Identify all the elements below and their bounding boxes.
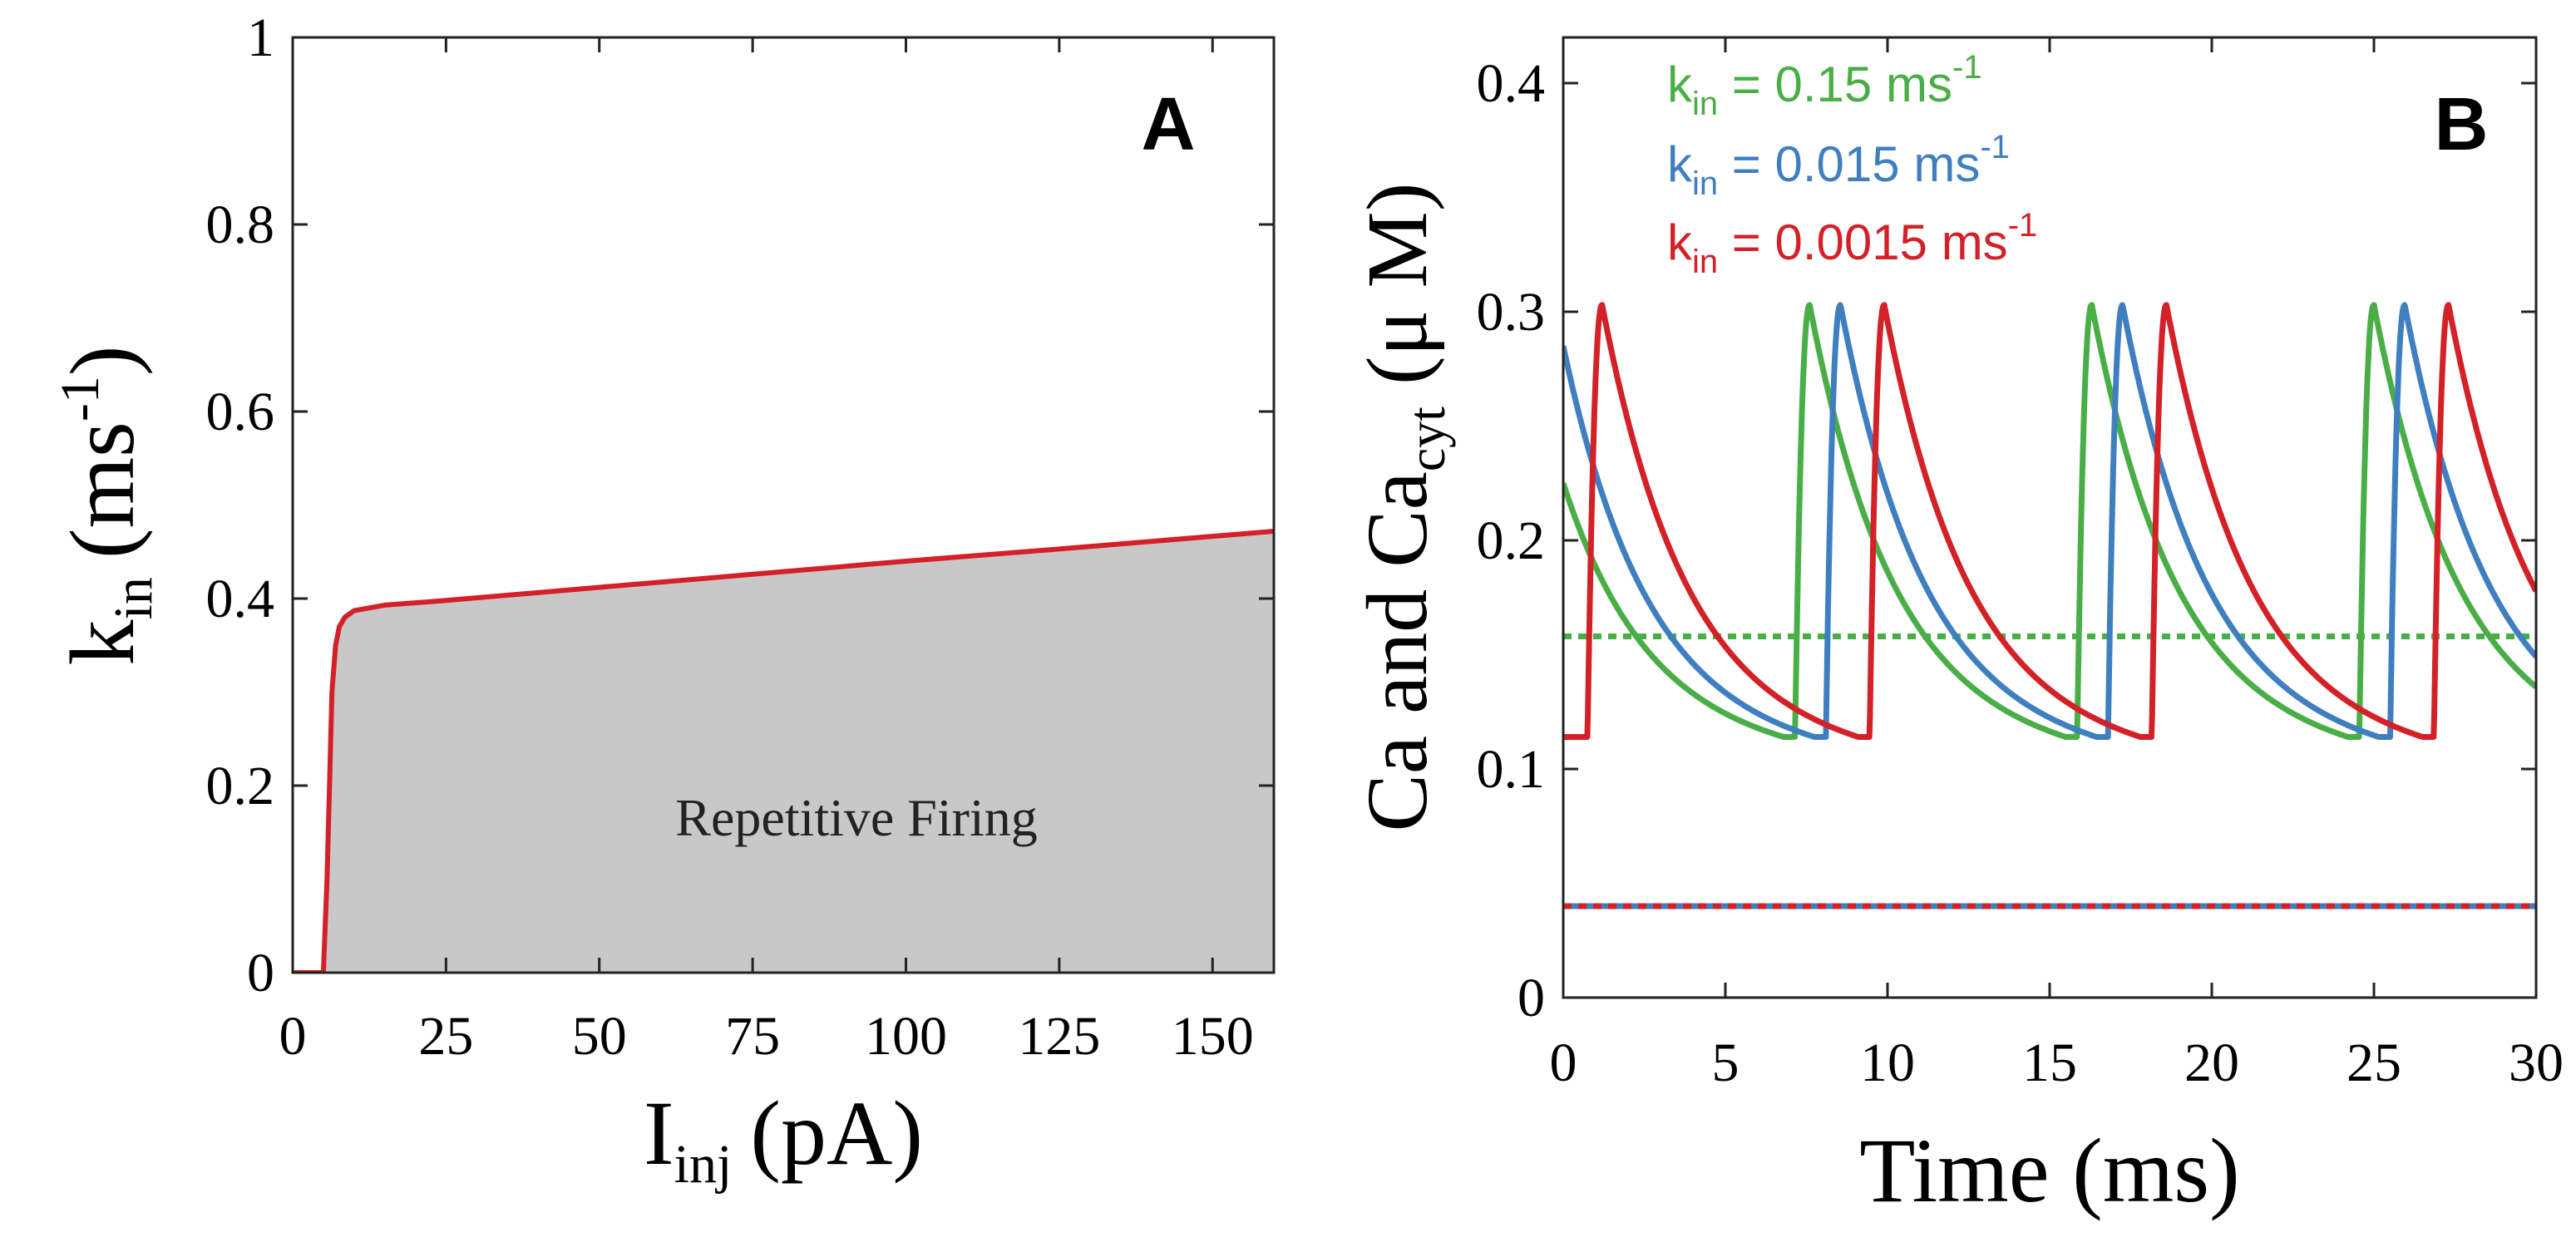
calcium-series [1563,302,2536,740]
legend-entry-ca-series-low-kin: kin = 0.0015 ms-1 [1667,207,2037,280]
firing-boundary-line [293,529,1274,973]
baseline-lines [1563,633,2536,909]
x-tick-label-b: 25 [2347,1033,2401,1093]
ca-series-low-kin [1563,302,2536,740]
x-tick-label-a: 0 [279,1006,307,1067]
panel-a: Repetitive Firing A 0 25 50 75 100 125 150 0 0.… [50,7,1276,1195]
repetitive-firing-region [293,531,1274,973]
x-tick-label-b: 30 [2509,1033,2564,1093]
x-tick-label-a: 125 [1018,1006,1100,1067]
y-tick-labels-b: 0 0.1 0.2 0.3 0.4 [1477,53,1546,1028]
y-tick-label-a: 0.2 [206,756,275,816]
x-tick-label-b: 10 [1860,1033,1915,1093]
x-tick-label-a: 150 [1172,1006,1254,1067]
y-tick-label-b: 0.2 [1477,510,1546,571]
y-axis-label-b: Ca and Cacyt(μ M) [1350,183,1456,832]
plot-frame-b [1562,36,2538,999]
y-tick-label-b: 0.1 [1477,739,1546,800]
legend-entry-ca-series-high-kin: kin = 0.15 ms-1 [1667,49,1982,122]
y-tick-label-b: 0.3 [1477,282,1546,343]
x-tick-label-b: 5 [1712,1033,1740,1093]
panel-b-label: B [2435,83,2489,166]
plot-frame-a [291,36,1276,974]
x-axis-label-a: Iinj (pA) [644,1082,923,1195]
y-tick-label-a: 0.4 [206,569,275,629]
x-tick-label-b: 15 [2022,1033,2077,1093]
region-label: Repetitive Firing [675,788,1038,847]
y-tick-label-a: 0 [247,943,274,1003]
x-tick-label-a: 100 [865,1006,947,1067]
y-tick-label-b: 0.4 [1477,53,1546,114]
x-tick-label-a: 25 [418,1006,473,1067]
x-tick-label-b: 20 [2184,1033,2239,1093]
x-tick-label-b: 0 [1550,1033,1577,1093]
x-axis-label-b: Time (ms) [1859,1120,2239,1221]
x-tick-labels-b: 0 5 10 15 20 25 30 [1550,1033,2564,1093]
x-tick-labels-a: 0 25 50 75 100 125 150 [279,1006,1254,1067]
y-tick-labels-a: 0 0.2 0.4 0.6 0.8 1 [206,7,275,1003]
y-tick-label-a: 0.8 [206,195,275,255]
y-axis-label-a: kin(ms-1) [50,346,164,666]
panel-a-label: A [1142,83,1196,166]
ca-series-high-kin [1563,302,2536,740]
legend-entry-ca-series-mid-kin: kin = 0.015 ms-1 [1667,129,2010,202]
x-tick-label-a: 75 [725,1006,780,1067]
x-tick-label-a: 50 [572,1006,627,1067]
ca-series-mid-kin [1563,302,2536,740]
y-tick-label-b: 0 [1517,968,1545,1028]
y-tick-label-a: 1 [247,7,274,68]
y-tick-label-a: 0.6 [206,382,275,442]
